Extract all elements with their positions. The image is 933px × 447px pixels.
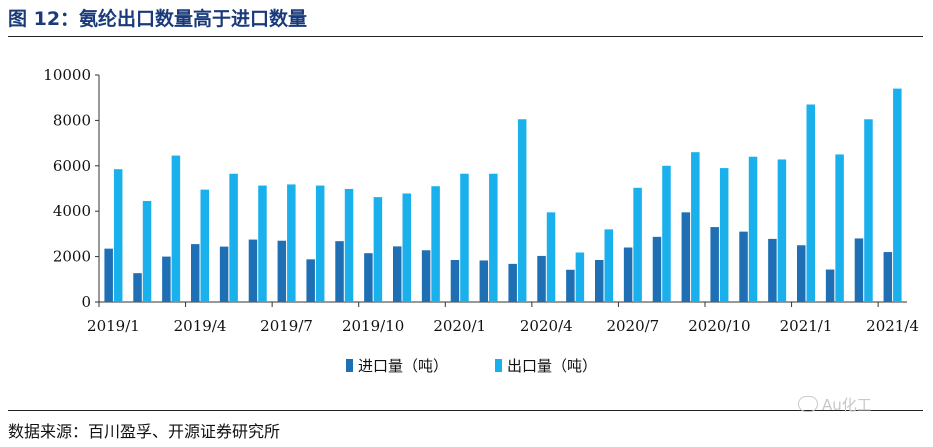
import-bar: [162, 256, 171, 302]
x-axis: 2019/1 2019/4 2019/7 2019/10 2020/1 2020/4 202…: [87, 301, 919, 335]
export-bar: [229, 173, 238, 302]
x-tick-label: 2019/4: [174, 317, 227, 335]
x-tick-label: 2019/7: [260, 317, 313, 335]
export-bar: [171, 155, 181, 302]
export-bar: [719, 168, 729, 302]
import-bar: [508, 263, 517, 302]
import-bar: [566, 269, 575, 302]
export-bar: [287, 184, 296, 302]
watermark-text: Au化工: [822, 396, 872, 414]
export-bar: [344, 188, 354, 302]
y-tick-label: 10000: [43, 66, 91, 84]
import-bar: [421, 250, 431, 302]
export-bar: [373, 197, 383, 302]
x-tick-label: 2020/10: [688, 317, 750, 335]
x-tick-label: 2020/7: [606, 317, 659, 335]
import-bar: [739, 231, 748, 302]
export-bar: [517, 119, 527, 302]
export-bar: [893, 88, 902, 303]
export-bar: [835, 154, 844, 302]
import-bar: [595, 260, 604, 302]
export-bar: [431, 186, 440, 302]
import-bar: [883, 252, 893, 302]
y-tick-label: 4000: [53, 202, 91, 220]
export-bar: [200, 189, 209, 302]
x-tick-label: 2021/4: [866, 317, 919, 335]
x-tick-label: 2019/1: [87, 317, 140, 335]
y-tick-label: 6000: [53, 157, 91, 175]
legend-label: 出口量（吨）: [507, 357, 597, 375]
import-bar: [479, 260, 489, 302]
wechat-icon: [798, 396, 818, 412]
import-bar: [768, 238, 777, 302]
export-bar: [691, 152, 700, 302]
legend-swatch: [346, 359, 353, 372]
import-bar: [335, 241, 344, 302]
import-bar: [219, 246, 229, 302]
import-bar: [248, 239, 258, 302]
source-note: 数据来源：百川盈孚、开源证券研究所: [8, 422, 281, 441]
export-bar: [402, 193, 411, 302]
bars-group: [104, 88, 902, 303]
legend-swatch: [495, 359, 502, 372]
export-bar: [864, 119, 873, 302]
legend-label: 进口量（吨）: [358, 357, 448, 375]
y-tick-label: 8000: [53, 111, 91, 129]
export-bar: [258, 185, 267, 302]
export-bar: [142, 200, 152, 302]
export-bar: [460, 173, 469, 302]
export-bar: [604, 229, 613, 302]
import-bar: [191, 244, 200, 302]
top-rule: [8, 36, 923, 37]
watermark: Au化工: [798, 394, 872, 415]
export-bar: [662, 165, 671, 302]
export-bar: [806, 104, 815, 302]
export-bar: [315, 185, 325, 302]
x-tick-label: 2021/1: [780, 317, 833, 335]
import-bar: [825, 269, 835, 302]
export-bar: [113, 169, 123, 302]
export-bar: [489, 173, 498, 302]
import-bar: [854, 238, 864, 302]
import-bar: [681, 212, 691, 302]
import-bar: [797, 245, 806, 302]
import-bar: [710, 227, 719, 302]
export-bar: [575, 252, 585, 302]
x-tick-label: 2020/4: [520, 317, 573, 335]
y-axis: 0 2000 4000 6000 8000 10000: [43, 66, 100, 311]
import-bar: [277, 240, 287, 302]
y-tick-label: 2000: [53, 248, 91, 266]
export-bar: [777, 159, 787, 302]
export-bar: [633, 187, 642, 302]
x-tick-label: 2020/1: [433, 317, 486, 335]
y-tick-label: 0: [81, 293, 91, 311]
import-bar: [623, 247, 633, 302]
figure-title: 图 12：氨纶出口数量高于进口数量: [8, 8, 308, 30]
import-bar: [537, 255, 546, 302]
import-bar: [652, 236, 662, 302]
import-bar: [364, 253, 373, 302]
import-bar: [450, 260, 460, 302]
import-bar: [133, 273, 142, 302]
bottom-rule: [8, 410, 923, 411]
import-bar: [393, 246, 402, 302]
import-bar: [104, 248, 113, 302]
legend: 进口量（吨） 出口量（吨）: [346, 357, 597, 375]
export-bar: [546, 212, 556, 302]
import-bar: [306, 259, 315, 302]
x-tick-label: 2019/10: [342, 317, 404, 335]
export-bar: [748, 156, 758, 302]
